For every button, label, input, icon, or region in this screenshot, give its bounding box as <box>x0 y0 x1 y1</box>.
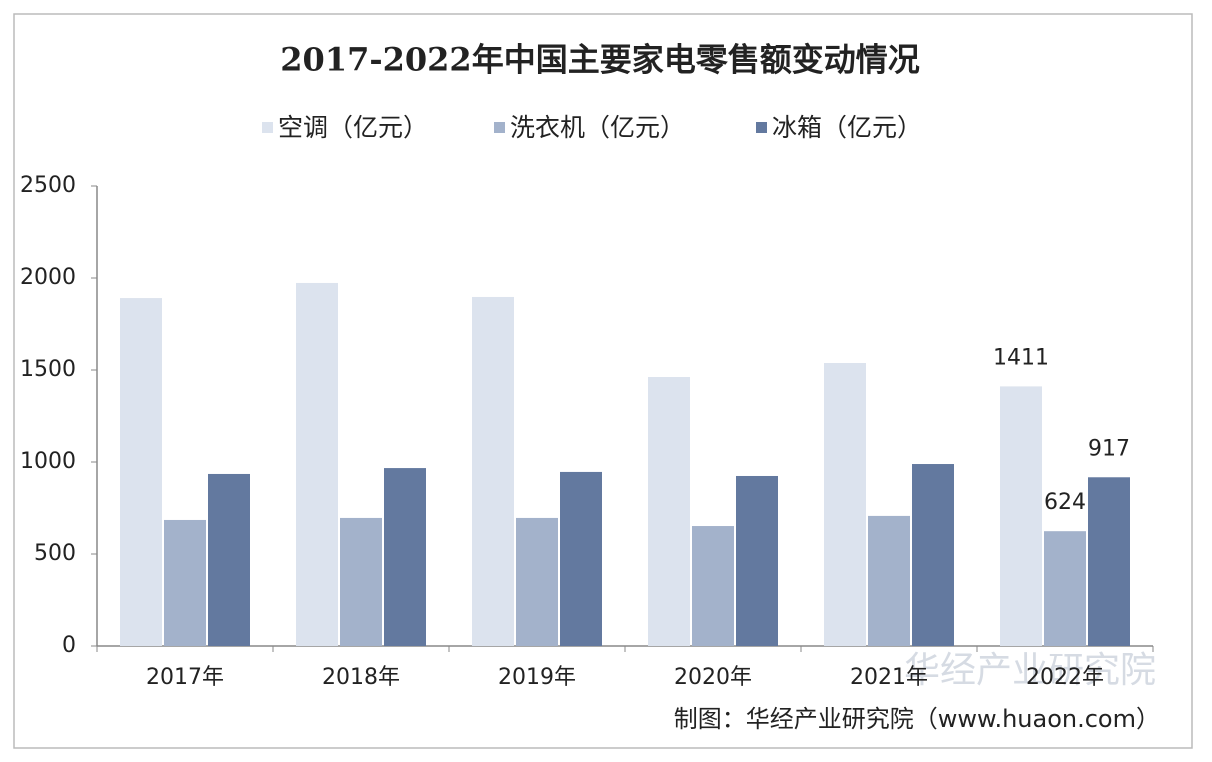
data-label: 1411 <box>993 345 1049 370</box>
bar <box>164 519 206 646</box>
bar <box>1088 477 1130 646</box>
bar <box>560 471 602 646</box>
legend-label: 空调（亿元） <box>278 113 428 142</box>
legend-swatch <box>494 122 505 133</box>
bar <box>384 468 426 646</box>
x-tick-label: 2018年 <box>322 665 400 690</box>
y-tick-label: 1000 <box>20 449 76 474</box>
x-tick-label: 2021年 <box>850 665 928 690</box>
bar <box>912 464 954 646</box>
legend-swatch <box>756 122 767 133</box>
x-tick-label: 2019年 <box>498 665 576 690</box>
legend-label: 冰箱（亿元） <box>772 113 922 142</box>
data-label: 917 <box>1088 436 1130 461</box>
bar <box>120 298 162 646</box>
y-tick-label: 2000 <box>20 265 76 290</box>
bar <box>472 296 514 646</box>
source-note: 制图：华经产业研究院（www.huaon.com） <box>674 705 1160 733</box>
y-tick-label: 2500 <box>20 173 76 198</box>
x-tick-label: 2022年 <box>1026 665 1104 690</box>
bar <box>868 515 910 646</box>
bar <box>824 363 866 646</box>
bar <box>648 376 690 646</box>
y-tick-label: 1500 <box>20 357 76 382</box>
legend-label: 洗衣机（亿元） <box>510 113 685 142</box>
bar <box>1044 531 1086 646</box>
bar <box>340 517 382 646</box>
bar <box>692 526 734 646</box>
watermark: 华经产业研究院 <box>904 650 1156 691</box>
legend-swatch <box>262 122 273 133</box>
y-tick-label: 500 <box>34 541 76 566</box>
chart-title: 2017-2022年中国主要家电零售额变动情况 <box>280 41 919 79</box>
x-tick-label: 2017年 <box>146 665 224 690</box>
bar <box>516 517 558 646</box>
x-tick-label: 2020年 <box>674 665 752 690</box>
bar <box>736 475 778 646</box>
bar <box>296 282 338 646</box>
y-tick-label: 0 <box>62 633 76 658</box>
bar <box>208 473 250 646</box>
data-label: 624 <box>1044 490 1086 515</box>
bar <box>1000 386 1042 646</box>
